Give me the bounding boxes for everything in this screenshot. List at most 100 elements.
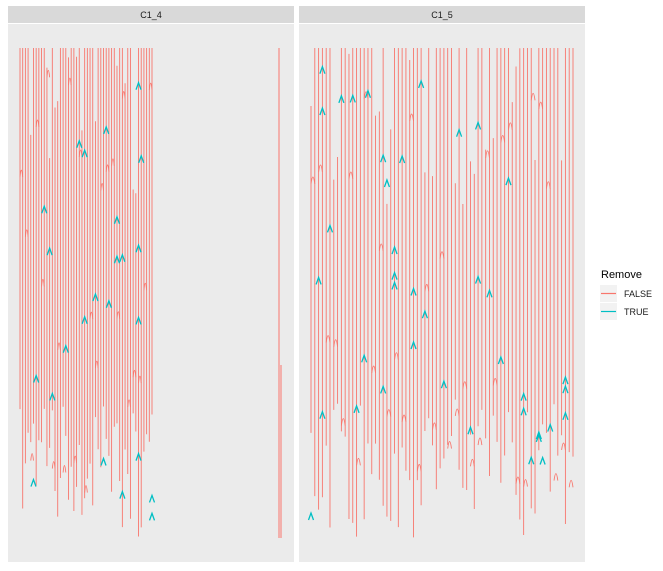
remove-true-marker [138, 153, 145, 164]
dendrogram-merge [356, 457, 361, 466]
remove-true-marker [307, 511, 315, 521]
dendrogram-merge [94, 360, 99, 369]
facet-c1-4-dendrogram [19, 48, 282, 538]
dendrogram-merge [568, 479, 574, 488]
remove-true-marker [418, 79, 425, 89]
facet-c1-4-strip-label: C1_4 [140, 10, 162, 20]
remove-true-marker [319, 64, 326, 74]
legend-label-true: TRUE [624, 307, 649, 317]
dendrogram-merge [78, 149, 83, 157]
dendrogram-merge [348, 171, 354, 180]
remove-true-marker [148, 511, 156, 521]
dendrogram-merge [46, 69, 51, 78]
remove-true-marker [410, 340, 417, 350]
remove-true-marker [391, 245, 398, 255]
remove-true-marker [535, 430, 542, 440]
remove-true-marker [497, 355, 504, 365]
dendrogram-merge [57, 342, 61, 350]
dendrogram-merge [111, 158, 115, 166]
remove-true-marker [486, 288, 493, 298]
dendrogram-merge [116, 311, 121, 319]
dendrogram-merge [121, 91, 126, 99]
dendrogram-merge [371, 365, 376, 374]
dendrogram-merge [340, 418, 346, 426]
dendrogram-merge [143, 282, 148, 291]
remove-true-marker [562, 384, 569, 394]
dendrogram-merge [439, 251, 445, 259]
dendrogram-merge [386, 409, 392, 417]
remove-true-marker [76, 138, 83, 148]
remove-true-marker [62, 343, 69, 353]
dendrogram-merge [538, 101, 544, 110]
remove-true-marker [562, 410, 569, 421]
facet-c1-5-dendrogram [307, 48, 574, 538]
remove-true-marker [49, 391, 56, 401]
remove-true-marker [380, 153, 387, 163]
legend-title: Remove [601, 269, 642, 281]
legend-label-false: FALSE [624, 289, 652, 299]
dendrogram-merge [73, 455, 78, 464]
remove-true-marker [361, 353, 368, 363]
remove-true-marker [135, 315, 142, 325]
remove-true-marker [535, 432, 542, 443]
dendrogram-merge [105, 164, 110, 172]
remove-true-marker [547, 422, 554, 432]
remove-true-marker [105, 298, 113, 308]
remove-true-marker [119, 489, 126, 499]
facet-c1-5-strip-label: C1_5 [431, 10, 453, 20]
remove-true-marker [103, 124, 110, 135]
dendrogram-merge [127, 399, 131, 407]
dendrogram-merge [492, 378, 498, 386]
dendrogram-merge [394, 352, 399, 360]
dendrogram-merge [545, 181, 551, 189]
facet-c1-5-panel [299, 24, 585, 562]
remove-true-marker [135, 243, 142, 253]
dendrogram-merge [462, 381, 468, 389]
facet-c1-5-strip [299, 6, 585, 23]
remove-true-marker [391, 280, 398, 290]
facet-c1-4: C1_4 [8, 6, 294, 562]
remove-true-marker [562, 375, 569, 385]
dendrogram-merge [523, 479, 528, 487]
dendrogram-merge [447, 441, 452, 449]
dendrogram-merge [148, 82, 153, 91]
remove-true-marker [520, 391, 527, 401]
remove-true-marker [410, 286, 417, 296]
remove-true-marker [474, 120, 482, 130]
dendrogram-merge [553, 473, 559, 481]
dendrogram-merge [432, 422, 437, 430]
remove-true-marker [113, 214, 121, 224]
dendrogram-merge [310, 176, 316, 184]
dendrogram-merge [409, 113, 414, 122]
dendrogram-merge [515, 476, 521, 484]
remove-true-marker [391, 270, 398, 280]
dendrogram-merge [401, 414, 407, 423]
dendrogram-merge [35, 119, 40, 127]
dendrogram-merge [19, 169, 24, 178]
dendrogram-merge [485, 150, 490, 158]
dendrogram-merge [132, 369, 137, 378]
remove-true-marker [364, 88, 372, 98]
remove-true-marker [326, 223, 334, 233]
remove-true-marker [383, 178, 391, 188]
remove-true-marker [474, 274, 482, 284]
dendrogram-merge [454, 408, 460, 417]
dendrogram-merge [561, 442, 566, 451]
dendrogram-merge [424, 283, 430, 292]
dendrogram-merge [62, 465, 67, 473]
facet-c1-5: C1_5 [299, 6, 585, 562]
remove-true-marker [353, 403, 360, 414]
remove-true-marker [440, 379, 448, 389]
remove-true-marker [520, 406, 527, 416]
dendrogram-merge [84, 485, 88, 493]
remove-true-marker [113, 254, 121, 264]
dendrogram-merge [500, 135, 506, 143]
dendrogram-merge [68, 77, 72, 86]
remove-true-marker [92, 292, 99, 302]
legend: Remove FALSE TRUE [600, 269, 652, 320]
dendrogram-merge [470, 458, 475, 467]
remove-true-marker [399, 154, 406, 164]
dendrogram-merge [138, 375, 142, 384]
dendrogram-merge [30, 453, 34, 461]
